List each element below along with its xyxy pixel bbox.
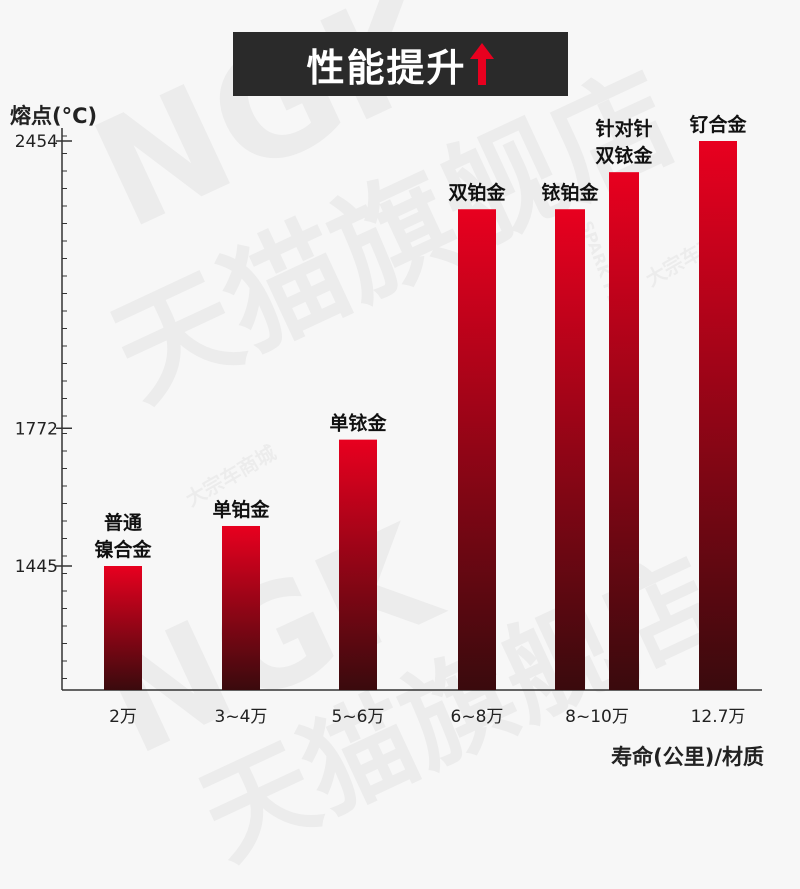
x-category-label: 6~8万 bbox=[451, 707, 504, 727]
y-tick-label: 1445 bbox=[15, 557, 58, 577]
bar-data-label: 普通 bbox=[104, 511, 143, 534]
bar-data-label: 镍合金 bbox=[94, 538, 152, 561]
x-category-label: 2万 bbox=[109, 707, 137, 727]
bar bbox=[699, 141, 737, 690]
x-axis-title: 寿命(公里)/材质 bbox=[611, 745, 764, 769]
bar-data-label: 铱铂金 bbox=[541, 181, 599, 204]
page-title: 性能提升 bbox=[306, 45, 467, 90]
x-category-label: 3~4万 bbox=[215, 707, 268, 727]
x-category-label: 5~6万 bbox=[332, 707, 385, 727]
bar bbox=[609, 172, 639, 690]
bar bbox=[458, 209, 496, 690]
bar-data-label: 针对针 bbox=[595, 117, 652, 140]
bar-data-label: 双铱金 bbox=[595, 144, 653, 167]
bar bbox=[104, 566, 142, 690]
bar-data-label: 单铂金 bbox=[212, 498, 270, 521]
bar-data-label: 单铱金 bbox=[329, 412, 387, 435]
y-tick-label: 1772 bbox=[15, 419, 58, 439]
y-tick-label: 2454 bbox=[15, 132, 58, 152]
x-category-label: 8~10万 bbox=[565, 707, 629, 727]
y-axis-title: 熔点(°C) bbox=[10, 104, 98, 128]
bar bbox=[339, 439, 377, 690]
title-banner: 性能提升 bbox=[233, 32, 568, 96]
x-category-label: 12.7万 bbox=[691, 707, 746, 727]
bar bbox=[222, 525, 260, 690]
arrow-up-icon bbox=[469, 43, 494, 85]
bar-data-label: 钌合金 bbox=[689, 113, 747, 136]
bar bbox=[555, 209, 585, 690]
bar-data-label: 双铂金 bbox=[448, 181, 506, 204]
